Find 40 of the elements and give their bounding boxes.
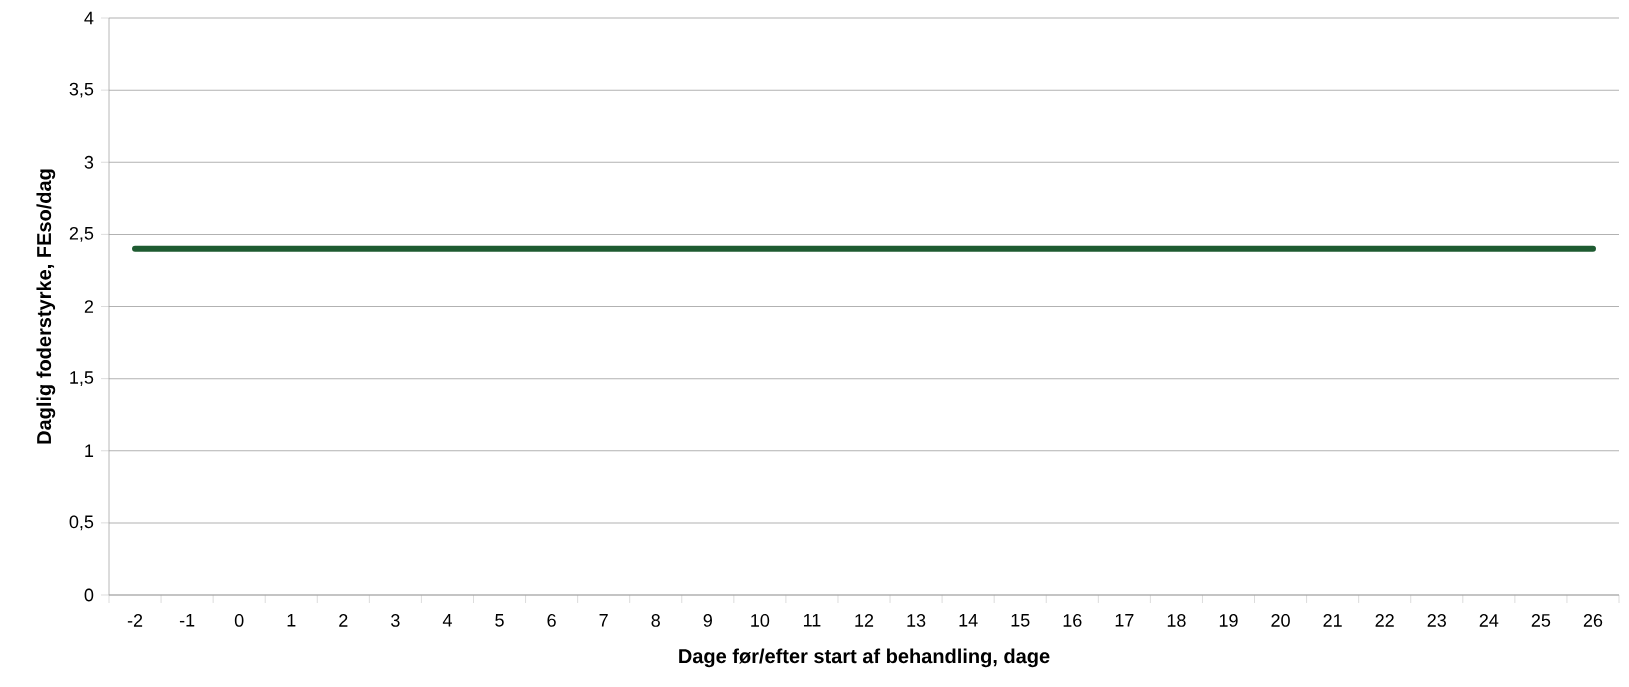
y-tick-label: 3,5 [69,82,94,98]
x-tick-label: 21 [1323,614,1342,627]
x-tick-label: 23 [1427,614,1446,627]
y-tick-label: 0,5 [69,515,94,531]
y-tick-label: 1 [85,444,94,457]
x-tick-label: 0 [234,614,244,627]
x-tick-label: 16 [1063,614,1082,627]
x-tick-label: -1 [179,614,195,627]
x-axis-title: Dage før/efter start af behandling, dage [679,648,1050,668]
x-tick-label: 9 [703,614,712,627]
x-tick-label: -2 [127,614,143,627]
x-tick-label: 2 [339,614,348,627]
x-tick-label: 8 [651,614,660,627]
x-tick-label: 13 [907,614,926,627]
x-tick-label: 22 [1375,614,1394,627]
x-tick-label: 4 [442,614,452,627]
y-tick-label: 0 [84,588,94,602]
x-tick-label: 3 [391,614,400,627]
y-axis-title: Daglig foderstyrke, FEso/dag [36,169,56,444]
y-tick-label: 1,5 [70,371,94,386]
x-tick-label: 20 [1271,614,1290,627]
x-tick-label: 10 [751,614,770,627]
x-tick-label: 17 [1115,614,1134,627]
x-tick-label: 14 [959,614,978,627]
x-tick-label: 18 [1167,614,1186,627]
x-tick-label: 7 [599,614,608,627]
x-tick-label: 24 [1479,614,1499,627]
y-tick-label: 4 [84,11,94,25]
y-tick-label: 3 [84,155,94,169]
x-tick-label: 19 [1219,614,1238,627]
x-tick-label: 5 [495,614,504,627]
x-tick-label: 25 [1531,614,1551,627]
y-tick-label: 2 [84,300,94,313]
x-tick-label: 15 [1011,614,1030,627]
y-tick-label: 2,5 [69,226,94,242]
x-tick-label: 26 [1583,614,1603,627]
x-tick-label: 6 [547,614,556,627]
x-tick-label: 11 [803,614,821,627]
x-tick-label: 12 [855,614,874,627]
x-tick-label: 1 [287,614,296,627]
